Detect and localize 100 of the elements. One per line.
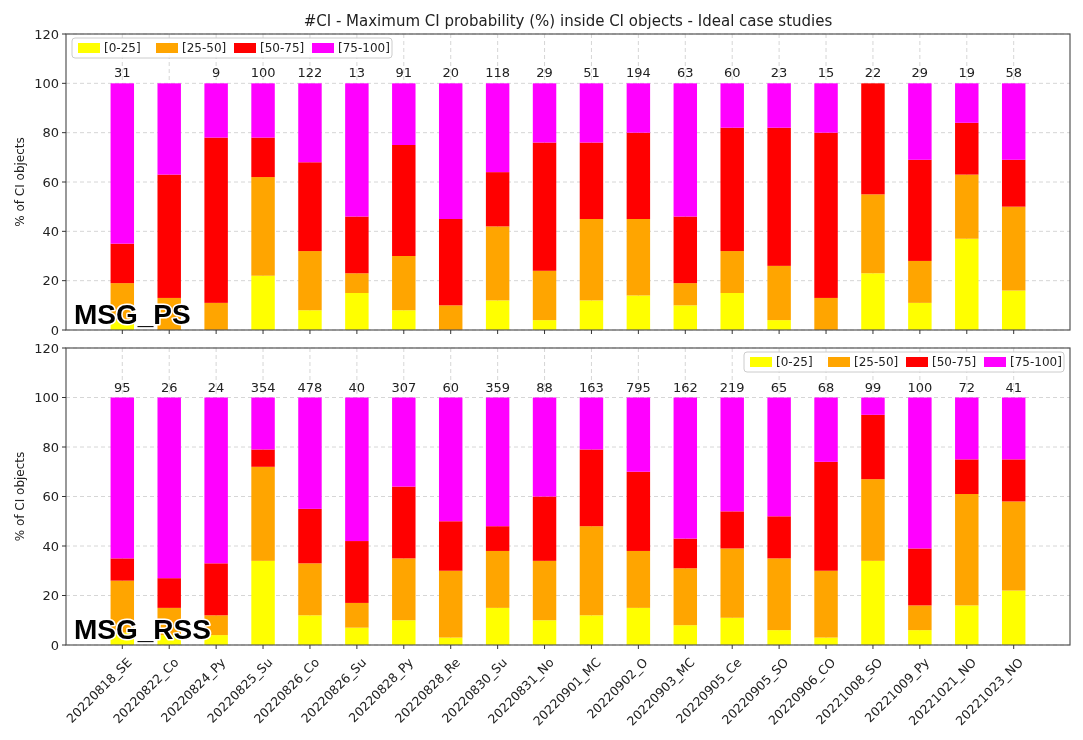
- bar: [1001, 590, 1026, 645]
- annotation: 88: [536, 379, 553, 395]
- bar: [157, 83, 181, 175]
- bar: [861, 273, 885, 330]
- annotation: 91: [395, 65, 413, 81]
- annotation: 29: [536, 65, 553, 81]
- bar: [767, 516, 791, 559]
- bar: [298, 397, 322, 509]
- bar: [955, 83, 979, 123]
- bar: [345, 293, 369, 330]
- bar: [767, 320, 791, 330]
- annotation: 795: [625, 379, 651, 395]
- bar: [298, 162, 322, 252]
- bar: [345, 273, 369, 293]
- annotation: 26: [160, 379, 178, 395]
- bar: [720, 251, 744, 293]
- bar: [251, 466, 275, 561]
- bar: [861, 479, 885, 561]
- bar: [626, 607, 651, 645]
- bar: [626, 83, 651, 133]
- legend-label: [0-25]: [776, 355, 813, 370]
- bar: [251, 449, 275, 467]
- annotation: 41: [1005, 379, 1022, 395]
- bar: [626, 132, 651, 219]
- y-tick-label: 20: [42, 588, 59, 604]
- bar: [392, 486, 416, 559]
- annotation: 60: [442, 379, 459, 395]
- bar: [626, 219, 651, 296]
- y-axis-title: % of CI objects: [13, 451, 27, 542]
- y-tick-label: 40: [42, 223, 59, 239]
- annotation: 100: [907, 379, 933, 395]
- bar: [720, 293, 744, 330]
- bar: [908, 630, 932, 645]
- annotation: 58: [1005, 65, 1022, 81]
- bar: [204, 137, 228, 303]
- y-tick-label: 60: [42, 489, 59, 505]
- bar: [204, 302, 228, 330]
- bar: [861, 83, 885, 195]
- bar: [908, 605, 932, 631]
- bar: [438, 397, 463, 522]
- bar: [251, 83, 275, 138]
- bar: [110, 243, 135, 284]
- bar: [861, 397, 885, 415]
- bar: [392, 310, 416, 330]
- annotation: 31: [114, 65, 131, 81]
- bar: [579, 615, 604, 645]
- bar: [204, 397, 228, 564]
- annotation: 194: [625, 65, 651, 81]
- y-tick-label: 120: [34, 26, 59, 42]
- chart-title: #CI - Maximum CI probability (%) inside CI objects - Ideal case studies: [303, 12, 833, 30]
- bar: [673, 397, 698, 539]
- bar: [485, 226, 510, 301]
- legend-label: [50-75]: [932, 355, 977, 370]
- annotation: 72: [958, 379, 976, 395]
- bar: [767, 558, 791, 631]
- bar: [298, 508, 322, 564]
- annotation: 23: [770, 65, 788, 81]
- annotation: 40: [348, 379, 366, 395]
- annotation: 99: [864, 379, 882, 395]
- bar: [908, 159, 932, 261]
- bar: [955, 174, 979, 239]
- bar: [532, 620, 557, 645]
- bar: [345, 627, 369, 645]
- bar: [720, 617, 744, 645]
- annotation: 9: [211, 65, 221, 81]
- bar: [392, 256, 416, 311]
- bar: [1001, 206, 1026, 291]
- y-axis-title: % of CI objects: [13, 137, 27, 227]
- bar: [673, 568, 698, 626]
- bar: [955, 459, 979, 495]
- bar: [1001, 501, 1026, 591]
- bar: [673, 283, 698, 306]
- bar: [1001, 83, 1026, 160]
- bar: [485, 83, 510, 173]
- bar: [532, 270, 557, 321]
- y-tick-label: 0: [50, 637, 59, 653]
- annotation: 63: [677, 65, 694, 81]
- annotation: 15: [817, 65, 835, 81]
- bar: [861, 560, 885, 645]
- annotation: 100: [250, 65, 276, 81]
- annotation: 65: [770, 379, 788, 395]
- y-tick-label: 20: [42, 273, 59, 289]
- y-tick-label: 100: [34, 75, 59, 91]
- annotation: 13: [348, 65, 366, 81]
- y-tick-label: 80: [42, 439, 59, 455]
- bar: [579, 300, 604, 330]
- annotation: 24: [207, 379, 225, 395]
- bar: [955, 397, 979, 460]
- bar: [298, 83, 322, 163]
- bar: [345, 216, 369, 274]
- bar: [345, 83, 369, 217]
- bar: [720, 127, 744, 252]
- bar: [485, 397, 510, 527]
- bar: [673, 538, 698, 569]
- bar: [345, 397, 369, 542]
- bar: [1001, 397, 1026, 460]
- legend-label: [50-75]: [260, 41, 305, 56]
- bar: [204, 563, 228, 616]
- bar: [626, 397, 651, 472]
- bar: [814, 132, 838, 298]
